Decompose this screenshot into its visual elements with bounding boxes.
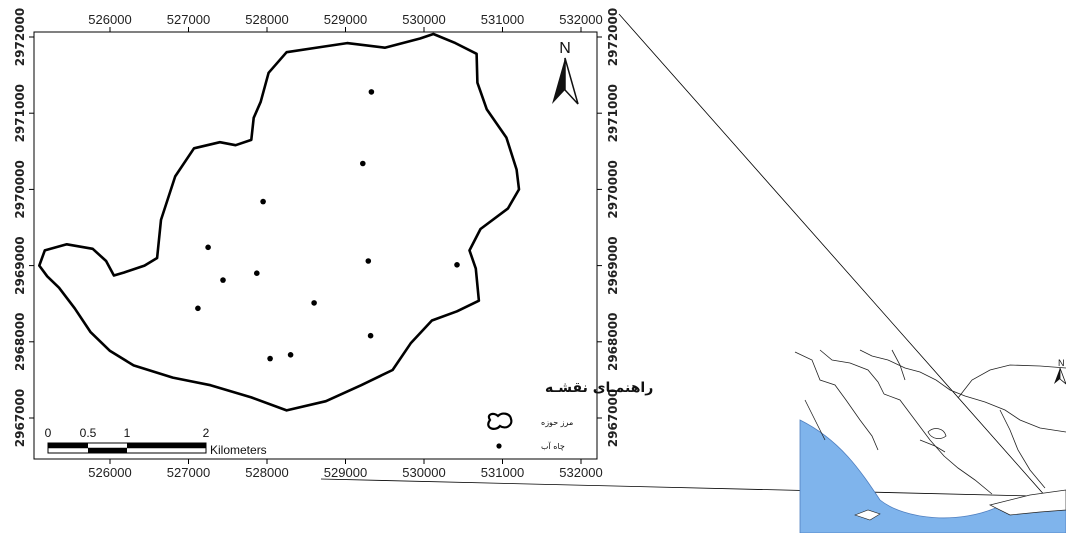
basin-boundary [37, 32, 521, 412]
x-axis-top: 526000 527000 528000 529000 530000 531000 5320… [88, 12, 603, 32]
well-point [253, 270, 260, 277]
x-tick-label-bottom: 532000 [559, 465, 602, 480]
well-point [195, 305, 201, 312]
x-tick-label-bottom: 528000 [245, 465, 288, 480]
y-tick-label-right: 2969000 [606, 236, 620, 294]
well-point [365, 258, 372, 264]
map-frame [33, 31, 598, 460]
well-point [454, 262, 460, 268]
y-tick-label-left: 2972000 [13, 8, 27, 66]
connector-line-top [618, 13, 1048, 499]
y-tick-label-left: 2967000 [13, 389, 27, 447]
y-tick-label-left: 2971000 [13, 84, 27, 142]
x-axis-bottom: 526000 527000 528000 529000 530000 531000 5320… [88, 459, 603, 480]
legend-title: راهنمـای نقشـه [545, 380, 653, 396]
x-tick-label-top: 527000 [167, 12, 210, 27]
y-tick-label-right: 2972000 [606, 8, 620, 66]
inset-north-label: N [1058, 358, 1065, 368]
y-tick-label-left: 2968000 [13, 313, 27, 371]
legend: راهنمـای نقشـه مرز حوزه چاه آب [487, 380, 653, 451]
well-point [367, 332, 374, 339]
well-point [360, 160, 366, 167]
x-tick-label-bottom: 529000 [324, 465, 367, 480]
x-tick-label-top: 528000 [245, 12, 288, 27]
well-points [195, 89, 460, 362]
north-label: N [559, 40, 571, 57]
x-tick-label-bottom: 530000 [402, 465, 445, 480]
inset-location-map: N [794, 349, 1066, 533]
x-tick-label-top: 526000 [88, 12, 131, 27]
x-tick-label-top: 530000 [402, 12, 445, 27]
legend-boundary-symbol [487, 412, 513, 430]
connector-line-bottom [320, 478, 1034, 497]
x-tick-label-bottom: 526000 [88, 465, 131, 480]
y-tick-label-right: 2970000 [606, 160, 620, 218]
y-tick-label-right: 2968000 [606, 313, 620, 371]
y-tick-label-left: 2970000 [13, 160, 27, 218]
y-tick-label-right: 2971000 [606, 84, 620, 142]
scale-label-0: 0 [45, 426, 52, 440]
y-axis-left: 2972000 2971000 2970000 2969000 2968000 29670… [13, 8, 34, 447]
scale-label-2: 1 [124, 426, 131, 440]
well-point [311, 300, 317, 306]
scale-label-3: 2 [203, 426, 210, 440]
x-tick-label-top: 529000 [324, 12, 367, 27]
x-tick-label-bottom: 531000 [481, 465, 524, 480]
north-arrow: N [552, 40, 579, 105]
y-axis-right: 2972000 2971000 2970000 2969000 2968000 29670… [597, 8, 620, 447]
well-point [260, 198, 266, 205]
y-tick-label-right: 2967000 [606, 389, 620, 447]
well-point [287, 352, 294, 358]
well-point [220, 277, 226, 283]
well-point [205, 244, 211, 251]
x-tick-label-top: 532000 [559, 12, 602, 27]
y-tick-label-left: 2969000 [13, 236, 27, 294]
x-tick-label-bottom: 527000 [167, 465, 210, 480]
legend-dot-symbol [496, 443, 502, 449]
scale-bar: 0 0.5 1 2 Kilometers [45, 426, 267, 457]
x-tick-label-top: 531000 [481, 12, 524, 27]
well-point [368, 89, 375, 95]
scale-label-1: 0.5 [80, 426, 97, 440]
legend-item-well: چاه آب [541, 441, 565, 451]
legend-item-boundary: مرز حوزه [541, 418, 573, 427]
well-point [267, 355, 273, 362]
scale-unit: Kilometers [210, 443, 267, 457]
